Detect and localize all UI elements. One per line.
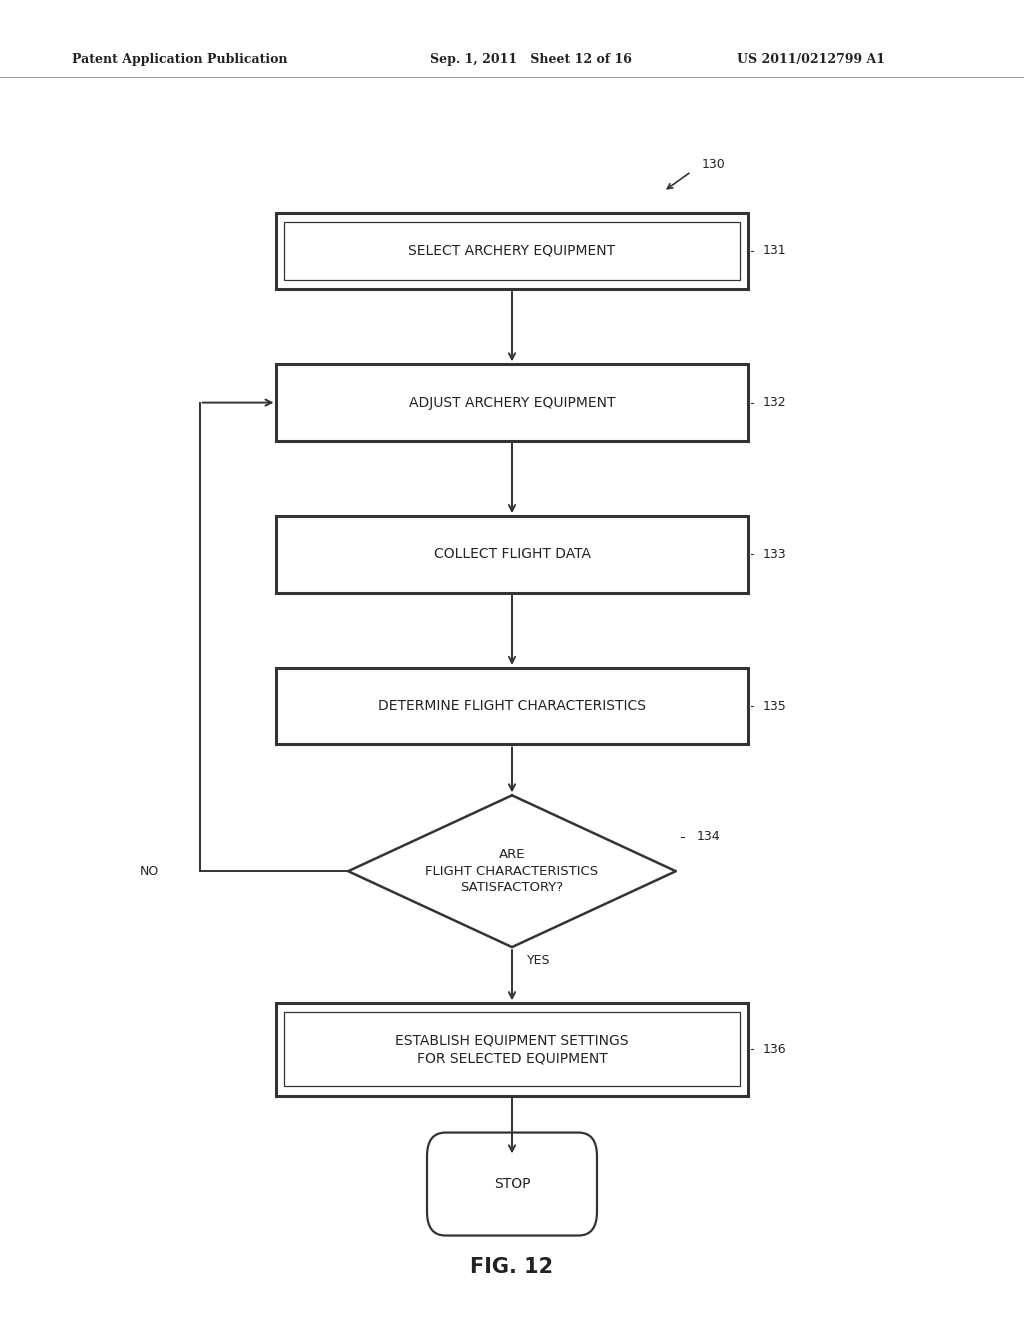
Text: 130: 130	[701, 158, 725, 172]
Polygon shape	[348, 795, 676, 948]
Text: COLLECT FLIGHT DATA: COLLECT FLIGHT DATA	[433, 548, 591, 561]
FancyBboxPatch shape	[427, 1133, 597, 1236]
Text: 134: 134	[696, 830, 720, 843]
Text: NO: NO	[139, 865, 159, 878]
Text: 135: 135	[763, 700, 786, 713]
Text: FIG. 12: FIG. 12	[470, 1257, 554, 1278]
Text: Sep. 1, 2011   Sheet 12 of 16: Sep. 1, 2011 Sheet 12 of 16	[430, 53, 632, 66]
Text: US 2011/0212799 A1: US 2011/0212799 A1	[737, 53, 886, 66]
Text: DETERMINE FLIGHT CHARACTERISTICS: DETERMINE FLIGHT CHARACTERISTICS	[378, 700, 646, 713]
FancyBboxPatch shape	[276, 213, 748, 289]
Text: 132: 132	[763, 396, 786, 409]
Text: ARE
FLIGHT CHARACTERISTICS
SATISFACTORY?: ARE FLIGHT CHARACTERISTICS SATISFACTORY?	[425, 849, 599, 894]
Text: Patent Application Publication: Patent Application Publication	[72, 53, 287, 66]
Text: 133: 133	[763, 548, 786, 561]
FancyBboxPatch shape	[276, 668, 748, 744]
Text: ADJUST ARCHERY EQUIPMENT: ADJUST ARCHERY EQUIPMENT	[409, 396, 615, 409]
Text: STOP: STOP	[494, 1177, 530, 1191]
Text: YES: YES	[527, 954, 551, 968]
Text: 136: 136	[763, 1043, 786, 1056]
FancyBboxPatch shape	[276, 1003, 748, 1096]
Text: SELECT ARCHERY EQUIPMENT: SELECT ARCHERY EQUIPMENT	[409, 244, 615, 257]
FancyBboxPatch shape	[276, 516, 748, 593]
Text: ESTABLISH EQUIPMENT SETTINGS
FOR SELECTED EQUIPMENT: ESTABLISH EQUIPMENT SETTINGS FOR SELECTE…	[395, 1034, 629, 1065]
FancyBboxPatch shape	[276, 364, 748, 441]
Text: 131: 131	[763, 244, 786, 257]
